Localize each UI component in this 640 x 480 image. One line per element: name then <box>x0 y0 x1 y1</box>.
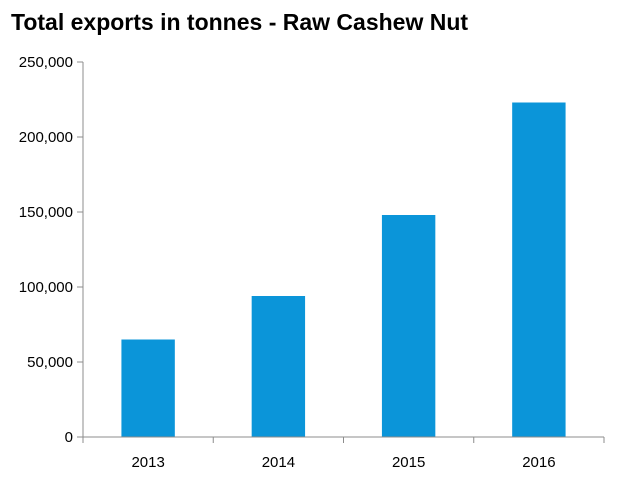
y-tick-label: 150,000 <box>19 204 73 221</box>
y-tick-label: 250,000 <box>19 54 73 71</box>
y-axis: 0 50,000 100,000 150,000 200,000 250,000 <box>19 54 84 446</box>
bars <box>121 102 566 437</box>
bar-2013 <box>121 339 175 437</box>
chart-title: Total exports in tonnes - Raw Cashew Nut <box>11 9 469 35</box>
y-tick-label: 0 <box>65 429 73 446</box>
bar-2015 <box>381 215 436 437</box>
x-tick-label: 2013 <box>131 454 164 471</box>
y-tick-label: 200,000 <box>19 129 73 146</box>
bar-2016 <box>512 102 566 437</box>
bar-2014 <box>251 296 306 437</box>
x-tick-label: 2016 <box>522 454 555 471</box>
x-tick-label: 2014 <box>262 454 295 471</box>
x-tick-label: 2015 <box>392 454 425 471</box>
x-axis: 2013 2014 2015 2016 <box>82 436 605 471</box>
y-tick-label: 50,000 <box>27 354 73 371</box>
y-tick-label: 100,000 <box>19 279 73 296</box>
